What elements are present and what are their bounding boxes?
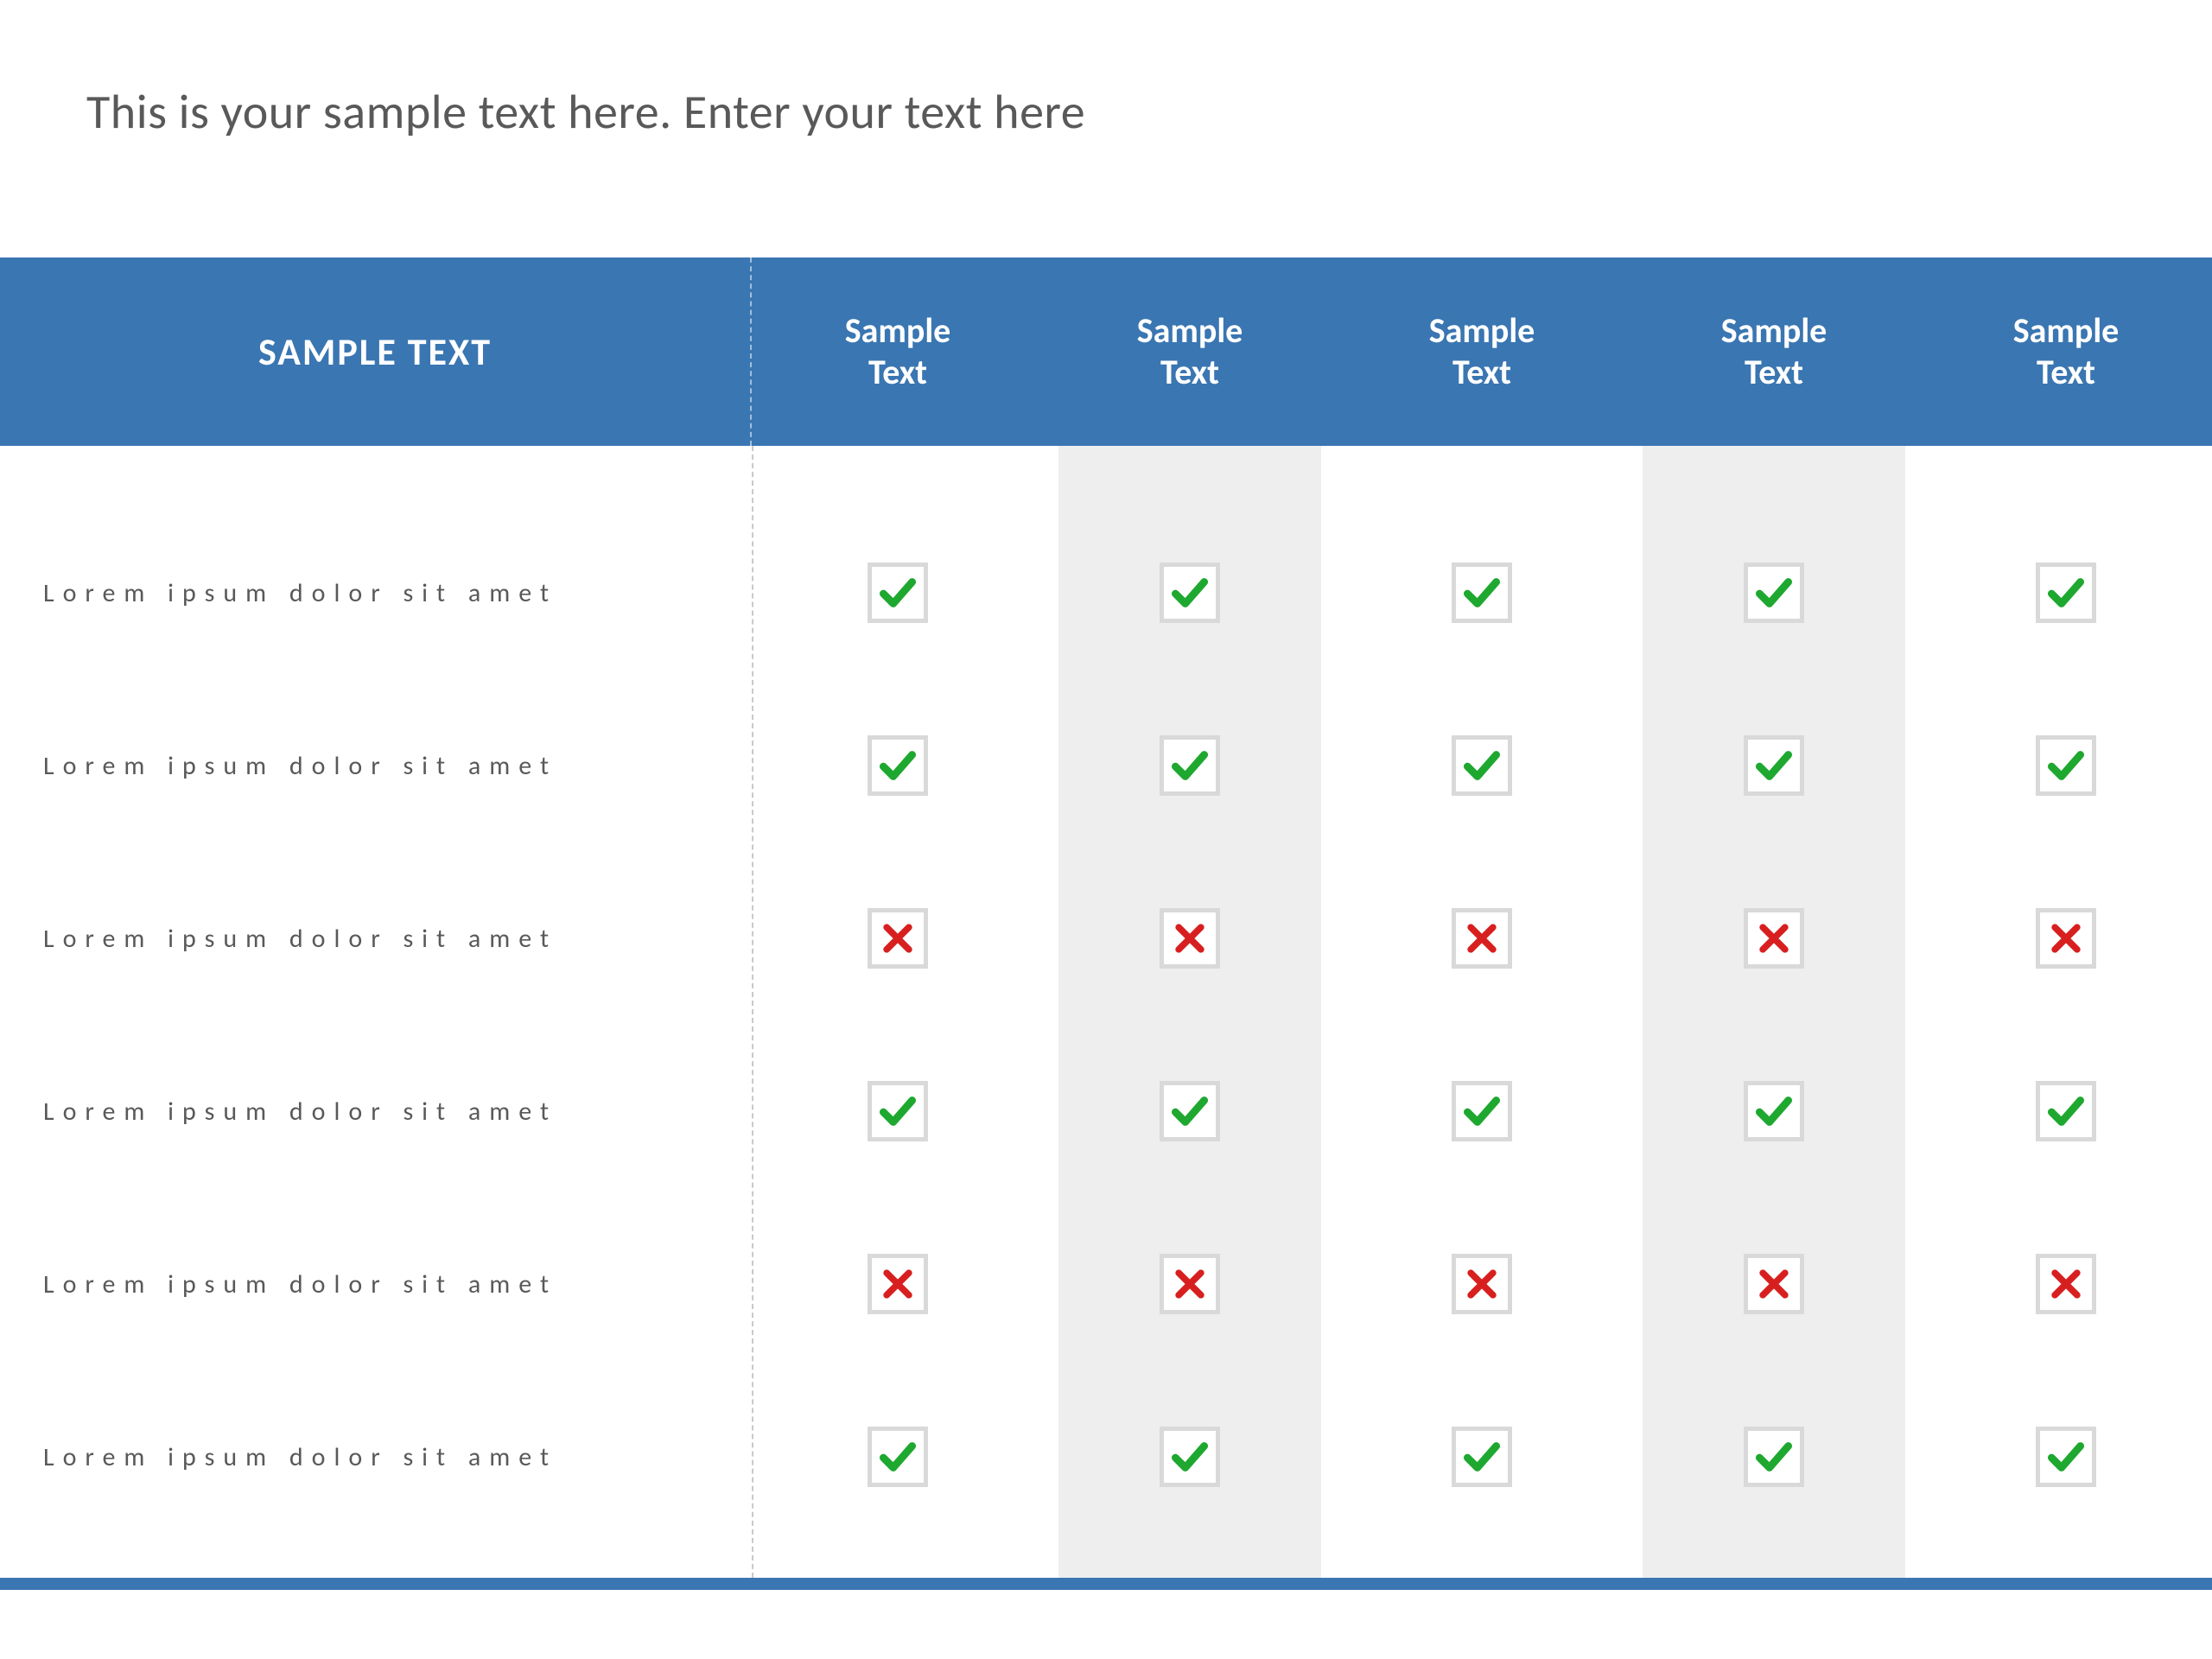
table-cell <box>1920 735 2212 796</box>
check-icon <box>1744 735 1804 796</box>
check-icon <box>868 563 928 623</box>
table-row: Lorem ipsum dolor sit amet <box>0 1370 2212 1543</box>
table-cell <box>1628 735 1920 796</box>
check-icon <box>2036 563 2096 623</box>
bottom-rule <box>0 1578 2212 1590</box>
row-label: Lorem ipsum dolor sit amet <box>0 1268 752 1300</box>
table-cell <box>1044 1081 1336 1141</box>
table-cell <box>1920 563 2212 623</box>
table-cell <box>1336 563 1628 623</box>
table-cell <box>1628 563 1920 623</box>
table-cell <box>1336 1081 1628 1141</box>
table-cell <box>752 1081 1044 1141</box>
check-icon <box>1452 563 1512 623</box>
cross-icon <box>1160 908 1220 969</box>
table-cell <box>1920 1081 2212 1141</box>
table-cell <box>1920 1427 2212 1487</box>
comparison-table: SAMPLE TEXT Sample TextSample TextSample… <box>0 257 2212 1578</box>
table-cell <box>752 735 1044 796</box>
check-icon <box>1744 1081 1804 1141</box>
table-cell <box>1628 1254 1920 1314</box>
table-cell <box>1628 908 1920 969</box>
table-cell <box>1044 1254 1336 1314</box>
check-icon <box>2036 1081 2096 1141</box>
table-row: Lorem ipsum dolor sit amet <box>0 852 2212 1025</box>
check-icon <box>1160 563 1220 623</box>
check-icon <box>1452 1427 1512 1487</box>
table-cell <box>1044 563 1336 623</box>
page-title: This is your sample text here. Enter you… <box>86 83 1085 142</box>
table-row: Lorem ipsum dolor sit amet <box>0 1025 2212 1198</box>
check-icon <box>1160 735 1220 796</box>
check-icon <box>2036 1427 2096 1487</box>
table-cell <box>1628 1427 1920 1487</box>
table-row: Lorem ipsum dolor sit amet <box>0 1198 2212 1370</box>
row-label: Lorem ipsum dolor sit amet <box>0 750 752 782</box>
table-cell <box>752 1254 1044 1314</box>
check-icon <box>1160 1427 1220 1487</box>
table-cell <box>1044 735 1336 796</box>
table-cell <box>1336 908 1628 969</box>
table-cell <box>1336 1427 1628 1487</box>
table-cell <box>752 563 1044 623</box>
table-header-label: SAMPLE TEXT <box>0 257 752 446</box>
check-icon <box>2036 735 2096 796</box>
table-header-col: Sample Text <box>752 257 1044 446</box>
cross-icon <box>1744 908 1804 969</box>
cross-icon <box>868 1254 928 1314</box>
cross-icon <box>1452 908 1512 969</box>
table-cell <box>1336 1254 1628 1314</box>
check-icon <box>1744 1427 1804 1487</box>
check-icon <box>868 1427 928 1487</box>
cross-icon <box>1744 1254 1804 1314</box>
cross-icon <box>2036 1254 2096 1314</box>
row-label: Lorem ipsum dolor sit amet <box>0 923 752 955</box>
table-cell <box>752 1427 1044 1487</box>
row-label: Lorem ipsum dolor sit amet <box>0 1096 752 1128</box>
check-icon <box>868 735 928 796</box>
table-body: Lorem ipsum dolor sit amet Lorem ipsum do… <box>0 446 2212 1578</box>
check-icon <box>1452 1081 1512 1141</box>
table-cell <box>1044 908 1336 969</box>
check-icon <box>1744 563 1804 623</box>
table-header: SAMPLE TEXT Sample TextSample TextSample… <box>0 257 2212 446</box>
table-header-col: Sample Text <box>1920 257 2212 446</box>
table-header-col: Sample Text <box>1336 257 1628 446</box>
cross-icon <box>2036 908 2096 969</box>
check-icon <box>1452 735 1512 796</box>
table-header-col: Sample Text <box>1628 257 1920 446</box>
check-icon <box>1160 1081 1220 1141</box>
table-cell <box>752 908 1044 969</box>
table-row: Lorem ipsum dolor sit amet <box>0 506 2212 679</box>
table-cell <box>1044 1427 1336 1487</box>
cross-icon <box>1452 1254 1512 1314</box>
table-cell <box>1920 908 2212 969</box>
cross-icon <box>1160 1254 1220 1314</box>
check-icon <box>868 1081 928 1141</box>
table-header-col: Sample Text <box>1044 257 1336 446</box>
row-label: Lorem ipsum dolor sit amet <box>0 577 752 609</box>
table-row: Lorem ipsum dolor sit amet <box>0 679 2212 852</box>
row-label: Lorem ipsum dolor sit amet <box>0 1441 752 1473</box>
table-cell <box>1628 1081 1920 1141</box>
table-cell <box>1920 1254 2212 1314</box>
cross-icon <box>868 908 928 969</box>
table-cell <box>1336 735 1628 796</box>
